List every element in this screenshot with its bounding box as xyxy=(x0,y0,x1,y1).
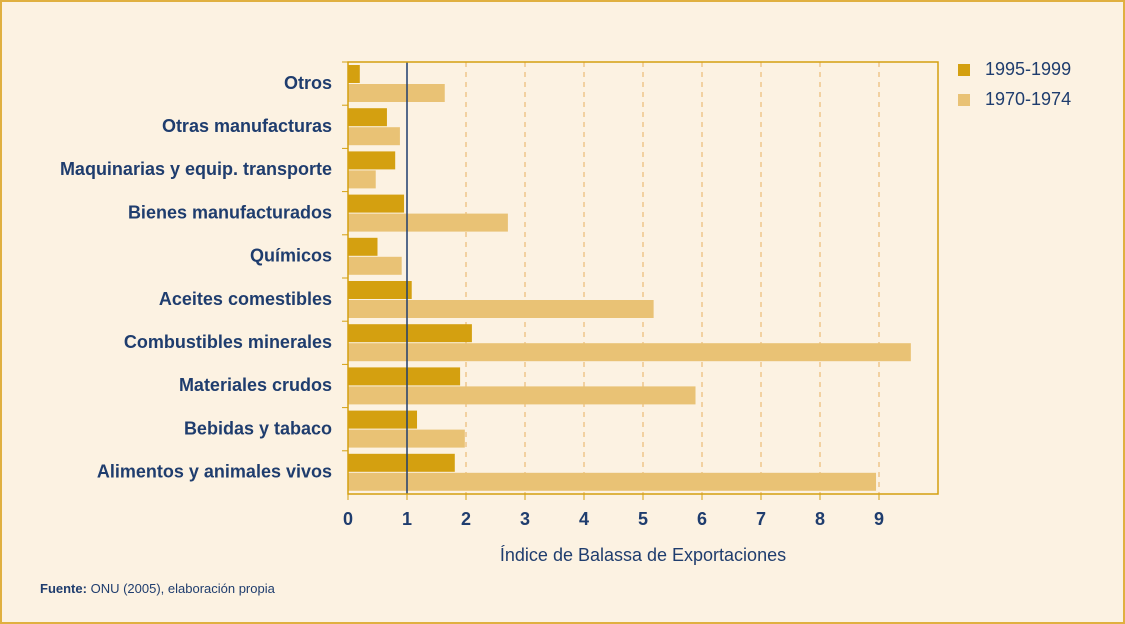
category-label: Bienes manufacturados xyxy=(128,202,332,222)
bar xyxy=(348,300,654,318)
bar xyxy=(348,281,412,299)
bar xyxy=(348,84,445,102)
source-text: ONU (2005), elaboración propia xyxy=(91,581,276,596)
category-label: Materiales crudos xyxy=(179,375,332,395)
legend-swatch xyxy=(958,64,970,76)
legend-label: 1995-1999 xyxy=(985,59,1071,79)
source: Fuente: ONU (2005), elaboración propia xyxy=(40,581,276,596)
x-tick-label: 0 xyxy=(343,509,353,529)
legend-swatch xyxy=(958,94,970,106)
bar xyxy=(348,386,696,405)
category-label: Químicos xyxy=(250,246,332,266)
x-axis-title: Índice de Balassa de Exportaciones xyxy=(500,545,786,565)
bar xyxy=(348,108,387,127)
bar xyxy=(348,127,400,146)
x-tick-label: 7 xyxy=(756,509,766,529)
category-label: Otros xyxy=(284,73,332,93)
bar xyxy=(348,367,461,386)
plot-frame xyxy=(347,61,939,495)
bar xyxy=(348,410,418,429)
category-label: Otras manufacturas xyxy=(162,116,332,136)
bar xyxy=(348,65,360,83)
bar xyxy=(348,170,376,189)
category-label: Maquinarias y equip. transporte xyxy=(60,159,332,179)
bar xyxy=(348,453,455,472)
category-label: Alimentos y animales vivos xyxy=(97,462,332,482)
bar xyxy=(348,324,472,343)
bar xyxy=(348,151,396,170)
source-label: Fuente: xyxy=(40,581,87,596)
legend-label: 1970-1974 xyxy=(985,89,1071,109)
bar xyxy=(348,256,402,275)
bar xyxy=(348,343,911,362)
x-tick-label: 6 xyxy=(697,509,707,529)
x-tick-label: 5 xyxy=(638,509,648,529)
category-label: Combustibles minerales xyxy=(124,332,332,352)
x-tick-label: 4 xyxy=(579,509,589,529)
bar xyxy=(348,213,508,232)
bar xyxy=(348,472,877,491)
category-label: Aceites comestibles xyxy=(159,289,332,309)
x-tick-label: 1 xyxy=(402,509,412,529)
x-tick-label: 3 xyxy=(520,509,530,529)
x-tick-label: 2 xyxy=(461,509,471,529)
x-tick-label: 8 xyxy=(815,509,825,529)
category-label: Bebidas y tabaco xyxy=(184,418,332,438)
bar xyxy=(348,237,378,256)
bar xyxy=(348,194,405,213)
x-tick-label: 9 xyxy=(874,509,884,529)
